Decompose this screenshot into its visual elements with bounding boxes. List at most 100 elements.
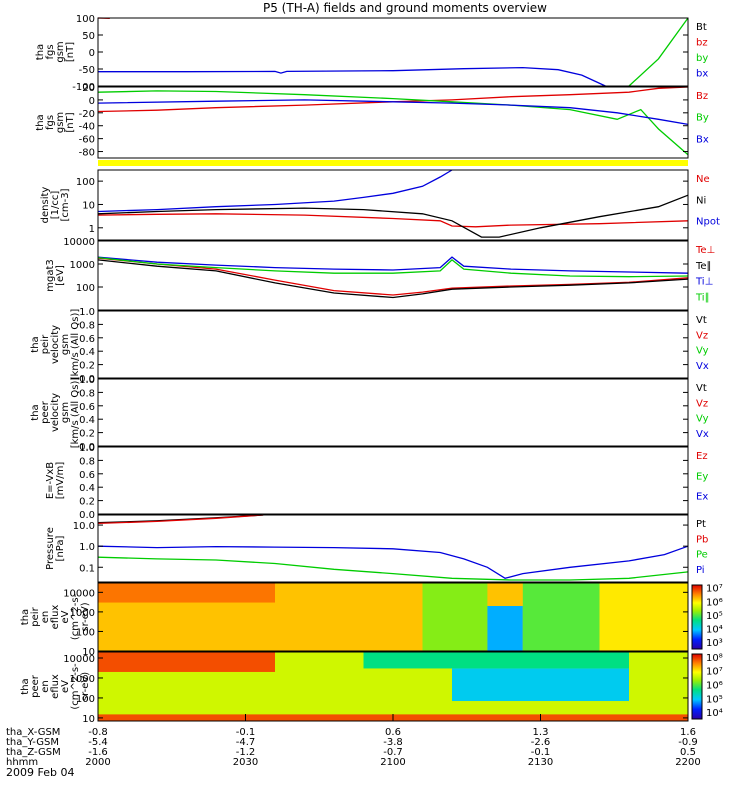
spectrogram-region	[523, 583, 600, 651]
panel-frame	[98, 311, 688, 378]
chart-title: P5 (TH-A) fields and ground moments over…	[263, 1, 547, 15]
y-tick-label: 0	[89, 48, 95, 59]
colorbar-tick-label: 10⁴	[706, 625, 723, 636]
colorbar-tick-label: 10⁵	[706, 694, 723, 705]
y-tick-label: 0.4	[79, 347, 95, 358]
panel-frame	[98, 87, 688, 158]
y-axis-label: sr-eV)	[80, 672, 91, 701]
colorbar	[692, 654, 702, 719]
y-tick-label: 0.8	[79, 388, 95, 399]
series-line-By	[98, 91, 688, 155]
legend-entry: Pi	[696, 565, 705, 576]
y-tick-label: 1.0	[79, 443, 95, 454]
y-tick-label: 0.2	[79, 497, 95, 508]
panel-frame	[98, 170, 688, 240]
spectrogram-region	[423, 583, 488, 651]
y-tick-label: 0.4	[79, 415, 95, 426]
colorbar-tick-label: 10⁷	[706, 584, 723, 595]
legend-entry: by	[696, 53, 708, 64]
y-axis-label: [eV]	[55, 265, 66, 286]
colorbar-tick-label: 10⁴	[706, 708, 723, 719]
panel-frame	[98, 379, 688, 446]
y-tick-label: 0	[89, 96, 95, 107]
legend-entry: Ne	[696, 174, 710, 185]
y-tick-label: 0.4	[79, 483, 95, 494]
y-tick-label: -60	[79, 135, 95, 146]
x-tick-value: 2030	[233, 757, 258, 768]
y-tick-label: 100	[76, 177, 95, 188]
y-tick-label: 10	[82, 200, 95, 211]
legend-entry: bx	[696, 69, 708, 80]
y-tick-label: -50	[79, 65, 95, 76]
legend-entry: Vx	[696, 361, 709, 372]
legend-entry: Bt	[696, 22, 707, 33]
spectrogram-region	[364, 652, 630, 668]
panel-frame	[98, 241, 688, 310]
y-tick-label: 1.0	[79, 375, 95, 386]
y-tick-label: 0.1	[79, 563, 95, 574]
legend-entry: Pb	[696, 534, 708, 545]
y-axis-label: [nT]	[65, 112, 76, 132]
y-tick-label: 100	[76, 14, 95, 25]
series-line-by	[629, 18, 688, 86]
legend-entry: Ti∥	[695, 292, 710, 303]
series-line-Ne	[98, 214, 688, 227]
spectrogram-region	[600, 583, 689, 651]
colorbar	[692, 585, 702, 649]
y-axis-label: [nT]	[65, 42, 76, 62]
legend-entry: Vy	[696, 414, 709, 425]
y-axis-label: [nPa]	[55, 535, 66, 561]
colorbar-tick-label: 10⁶	[706, 597, 723, 608]
x-tick-value: 2200	[675, 757, 700, 768]
legend-entry: Bx	[696, 134, 709, 145]
date-label: 2009 Feb 04	[6, 766, 74, 779]
y-tick-label: -80	[79, 148, 95, 159]
spectrogram-region	[487, 606, 522, 651]
y-tick-label: 50	[82, 31, 95, 42]
x-tick-value: 2100	[380, 757, 405, 768]
y-tick-label: 1.0	[79, 542, 95, 553]
legend-entry: Bz	[696, 91, 708, 102]
x-tick-value: 2000	[85, 757, 110, 768]
y-axis-label: [mV/m]	[55, 462, 66, 500]
y-tick-label: -40	[79, 122, 95, 133]
y-tick-label: 0.8	[79, 320, 95, 331]
y-tick-label: 10	[82, 714, 95, 725]
legend-entry: Te∥	[695, 261, 712, 272]
legend-entry: bz	[696, 38, 708, 49]
legend-entry: Vt	[696, 383, 707, 394]
panel-frame	[98, 447, 688, 514]
y-tick-label: 20	[82, 83, 95, 94]
legend-entry: By	[696, 113, 709, 124]
series-line-bx	[98, 68, 605, 86]
series-line-Bx	[98, 100, 688, 125]
legend-entry: Pt	[696, 519, 706, 530]
spectrogram-region	[452, 668, 629, 701]
y-tick-label: 0.2	[79, 361, 95, 372]
panel-frame	[98, 18, 688, 86]
series-line-Pe	[98, 557, 688, 580]
y-tick-label: 0.8	[79, 456, 95, 467]
y-tick-label: 1000	[70, 260, 95, 271]
series-line-Ni	[98, 195, 688, 237]
y-axis-label: sr-eV)	[80, 602, 91, 631]
colorbar-tick-label: 10⁸	[706, 653, 723, 664]
legend-entry: Vx	[696, 429, 709, 440]
colorbar-tick-label: 10³	[706, 638, 723, 649]
y-tick-label: 0.6	[79, 334, 95, 345]
legend-entry: Vy	[696, 346, 709, 357]
legend-entry: Ey	[696, 471, 708, 482]
legend-entry: Vz	[696, 398, 708, 409]
y-tick-label: 0.6	[79, 470, 95, 481]
legend-entry: Ez	[696, 451, 708, 462]
